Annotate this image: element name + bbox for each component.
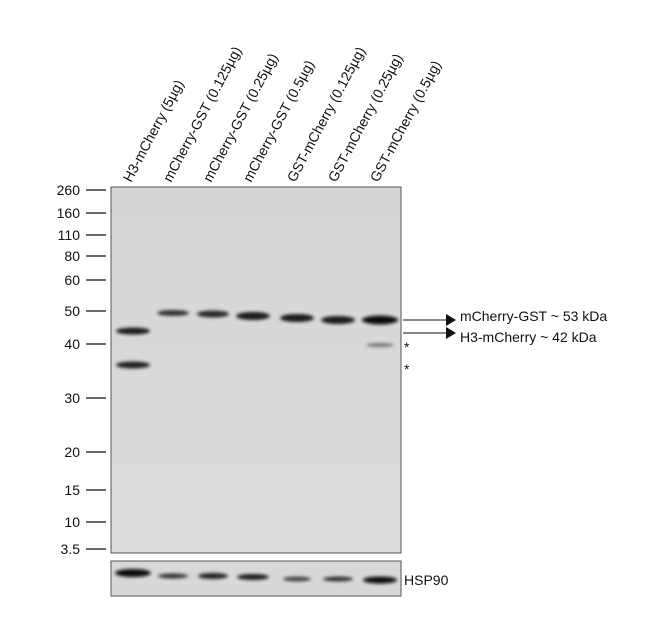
marker-label: 160 — [57, 205, 81, 221]
band — [321, 316, 355, 324]
marker-label: 80 — [64, 248, 80, 264]
band — [237, 574, 269, 580]
marker-label: 40 — [64, 336, 80, 352]
band — [283, 576, 311, 582]
band — [362, 315, 398, 325]
arrow-head — [446, 327, 456, 339]
band — [363, 576, 397, 584]
marker-label: 20 — [64, 444, 80, 460]
marker-label: 3.5 — [61, 541, 81, 557]
lane-label: mCherry-GST (0.125µg) — [160, 44, 245, 185]
marker-label: 110 — [58, 227, 81, 243]
marker-label: 30 — [64, 390, 80, 406]
main-blot — [110, 186, 402, 554]
annotation: mCherry-GST ~ 53 kDa — [460, 308, 607, 324]
band — [158, 573, 188, 579]
band — [323, 576, 353, 582]
marker-label: 260 — [57, 182, 81, 198]
marker-label: 15 — [64, 482, 80, 498]
marker-label: 50 — [64, 303, 80, 319]
asterisk: * — [404, 361, 410, 377]
annotation: H3-mCherry ~ 42 kDa — [460, 329, 597, 345]
band — [157, 310, 189, 316]
bands — [115, 310, 398, 584]
band — [116, 327, 150, 335]
lane-label: mCherry-GST (0.25µg) — [200, 50, 281, 184]
asterisk: * — [404, 339, 410, 355]
arrow-head — [446, 314, 456, 326]
band — [197, 310, 229, 318]
band — [198, 573, 228, 579]
band — [236, 312, 270, 320]
band — [366, 343, 394, 347]
band — [280, 314, 314, 322]
lane-label: GST-mCherry (0.125µg) — [284, 44, 369, 184]
band — [116, 361, 150, 369]
loading-control-label: HSP90 — [404, 572, 449, 588]
band — [115, 569, 151, 577]
lane-label: GST-mCherry (0.25µg) — [325, 51, 406, 184]
marker-label: 10 — [64, 514, 80, 530]
marker-label: 60 — [64, 272, 80, 288]
